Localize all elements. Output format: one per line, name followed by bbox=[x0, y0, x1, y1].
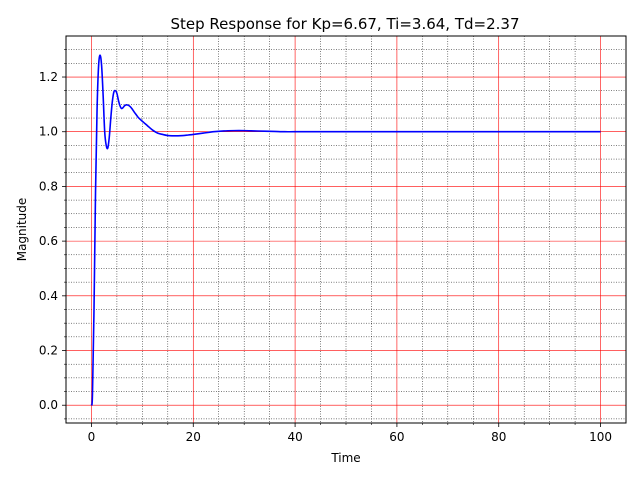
x-tick-label: 60 bbox=[389, 430, 404, 444]
y-tick-label: 0.0 bbox=[39, 398, 58, 412]
x-tick-label: 0 bbox=[88, 430, 96, 444]
series-layer bbox=[90, 54, 601, 406]
y-tick-label: 0.4 bbox=[39, 289, 58, 303]
y-tick-label: 0.8 bbox=[39, 179, 58, 193]
x-tick-label: 100 bbox=[589, 430, 612, 444]
major-grid bbox=[66, 36, 626, 423]
axis-ticks: 0 20 40 60 80 100 0.0 0.2 0.4 0.6 0.8 1.0 1.2 bbox=[39, 49, 612, 444]
y-tick-label: 0.2 bbox=[39, 344, 58, 358]
step-response-line bbox=[90, 54, 601, 406]
y-tick-label: 1.2 bbox=[39, 70, 58, 84]
y-axis-label: Magnitude bbox=[15, 198, 29, 262]
y-tick-label: 0.6 bbox=[39, 234, 58, 248]
x-tick-label: 40 bbox=[287, 430, 302, 444]
x-axis-label: Time bbox=[330, 451, 360, 465]
minor-grid bbox=[66, 36, 626, 423]
x-tick-label: 80 bbox=[491, 430, 506, 444]
x-tick-label: 20 bbox=[186, 430, 201, 444]
y-tick-label: 1.0 bbox=[39, 125, 58, 139]
chart-title: Step Response for Kp=6.67, Ti=3.64, Td=2… bbox=[170, 15, 519, 33]
